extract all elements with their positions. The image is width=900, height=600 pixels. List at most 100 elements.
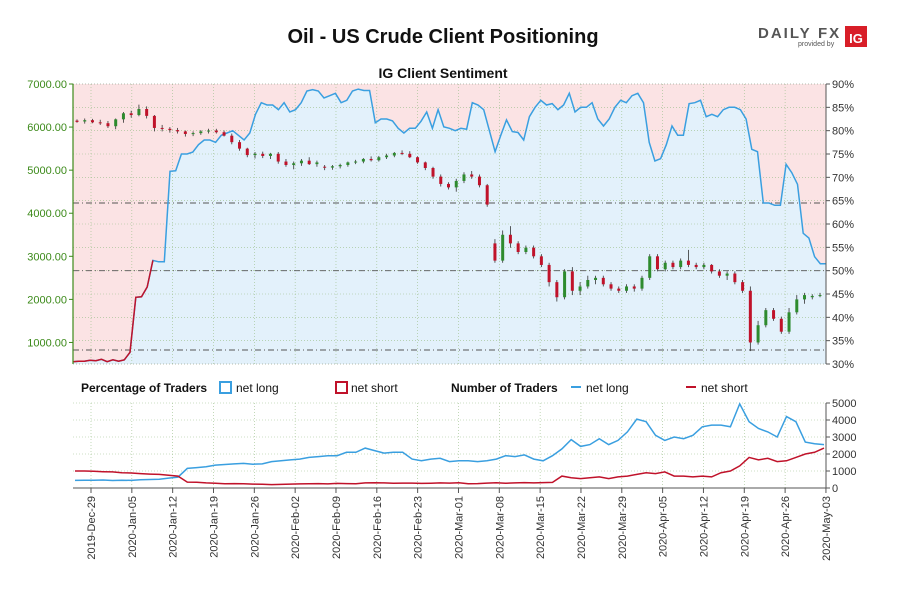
- candle: [772, 308, 776, 321]
- candle: [524, 245, 528, 255]
- candle: [454, 178, 458, 192]
- candle: [129, 110, 133, 118]
- sentiment-tick-label: 40%: [832, 312, 854, 324]
- legend-num-heading: Number of Traders: [451, 381, 558, 395]
- candle: [299, 158, 303, 166]
- sentiment-tick-label: 75%: [832, 149, 854, 161]
- legend: Percentage of Traders net long net short…: [81, 381, 748, 395]
- candle: [323, 164, 327, 171]
- sentiment-tick-label: 30%: [832, 359, 854, 371]
- sentiment-long-line: [72, 88, 826, 363]
- legend-num-short-label: net short: [701, 381, 748, 395]
- chart-title: Oil - US Crude Client Positioning: [287, 26, 598, 48]
- price-tick-label: 1000.00: [27, 337, 67, 349]
- candle: [392, 152, 396, 158]
- candle: [586, 275, 590, 289]
- candle: [183, 130, 187, 137]
- date-tick-label: 2020-Mar-08: [494, 496, 506, 559]
- candle: [810, 294, 814, 300]
- candle: [369, 156, 373, 162]
- candle: [361, 158, 365, 164]
- sentiment-tick-label: 35%: [832, 336, 854, 348]
- candle: [640, 275, 644, 291]
- date-tick-label: 2020-May-03: [821, 496, 833, 561]
- candle: [702, 262, 706, 270]
- date-tick-label: 2020-Apr-05: [658, 496, 670, 557]
- candle: [385, 153, 389, 159]
- date-tick-label: 2020-Feb-09: [331, 496, 343, 559]
- candle: [648, 254, 652, 280]
- candle: [106, 121, 110, 128]
- logo-daily: DAILY: [758, 25, 812, 42]
- candle: [98, 119, 102, 125]
- candle: [594, 275, 598, 285]
- candle: [75, 119, 79, 123]
- price-tick-label: 7000.00: [27, 79, 67, 91]
- legend-pct-long-label: net long: [236, 381, 279, 395]
- date-tick-label: 2020-Feb-16: [372, 496, 384, 559]
- traders-tick-label: 3000: [832, 432, 856, 444]
- date-tick-label: 2020-Apr-12: [698, 496, 710, 557]
- candle: [532, 245, 536, 259]
- sentiment-tick-label: 65%: [832, 196, 854, 208]
- sentiment-tick-label: 55%: [832, 242, 854, 254]
- candle: [477, 174, 481, 188]
- legend-pct-short-swatch: [335, 381, 348, 394]
- candle: [501, 230, 505, 263]
- candle: [748, 286, 752, 352]
- candle: [470, 171, 474, 179]
- price-tick-label: 5000.00: [27, 165, 67, 177]
- candle: [431, 166, 435, 179]
- candle: [555, 280, 559, 302]
- traders-long-line: [74, 402, 825, 482]
- sentiment-tick-label: 50%: [832, 266, 854, 278]
- candle: [238, 140, 242, 151]
- candle: [207, 128, 211, 134]
- date-tick-label: 2019-Dec-29: [86, 496, 98, 560]
- dailyfx-logo: DAILY FX provided by IG: [758, 25, 867, 48]
- candle: [787, 308, 791, 334]
- candle: [114, 118, 118, 130]
- price-tick-label: 2000.00: [27, 294, 67, 306]
- traders-bg: [73, 403, 826, 488]
- candle: [152, 115, 156, 132]
- candle: [539, 254, 543, 268]
- candle: [191, 131, 195, 137]
- candle: [741, 280, 745, 293]
- logo-ig-box: [845, 26, 867, 47]
- candle: [330, 164, 334, 170]
- sentiment-tick-label: 80%: [832, 126, 854, 138]
- sentiment-short-line: [72, 260, 154, 363]
- logo-provided-by: provided by: [798, 41, 835, 48]
- sentiment-tick-label: 85%: [832, 102, 854, 114]
- candle: [160, 124, 164, 132]
- candle: [818, 292, 822, 298]
- candle: [717, 269, 721, 278]
- price-sentiment-panel: 1000.00 2000.00 3000.00 4000.00 5000.00 6000.…: [27, 79, 854, 371]
- candle: [284, 158, 288, 167]
- candle: [408, 151, 412, 159]
- price-tick-label: 4000.00: [27, 208, 67, 220]
- candle: [625, 284, 629, 293]
- candle: [137, 104, 141, 117]
- candle: [222, 130, 226, 137]
- candle: [292, 161, 296, 170]
- candle: [547, 262, 551, 287]
- candle: [655, 254, 659, 272]
- candle: [725, 271, 729, 280]
- candle: [493, 239, 497, 263]
- candle: [578, 282, 582, 296]
- candle: [617, 286, 621, 293]
- candle: [694, 262, 698, 270]
- sentiment-tick-label: 90%: [832, 79, 854, 91]
- candle: [268, 152, 272, 159]
- candle: [663, 260, 667, 272]
- legend-pct-heading: Percentage of Traders: [81, 381, 207, 395]
- traders-tick-label: 0: [832, 483, 838, 495]
- candle: [570, 267, 574, 296]
- candle: [485, 183, 489, 207]
- candle: [307, 157, 311, 165]
- candle: [516, 241, 520, 255]
- candle: [686, 249, 690, 268]
